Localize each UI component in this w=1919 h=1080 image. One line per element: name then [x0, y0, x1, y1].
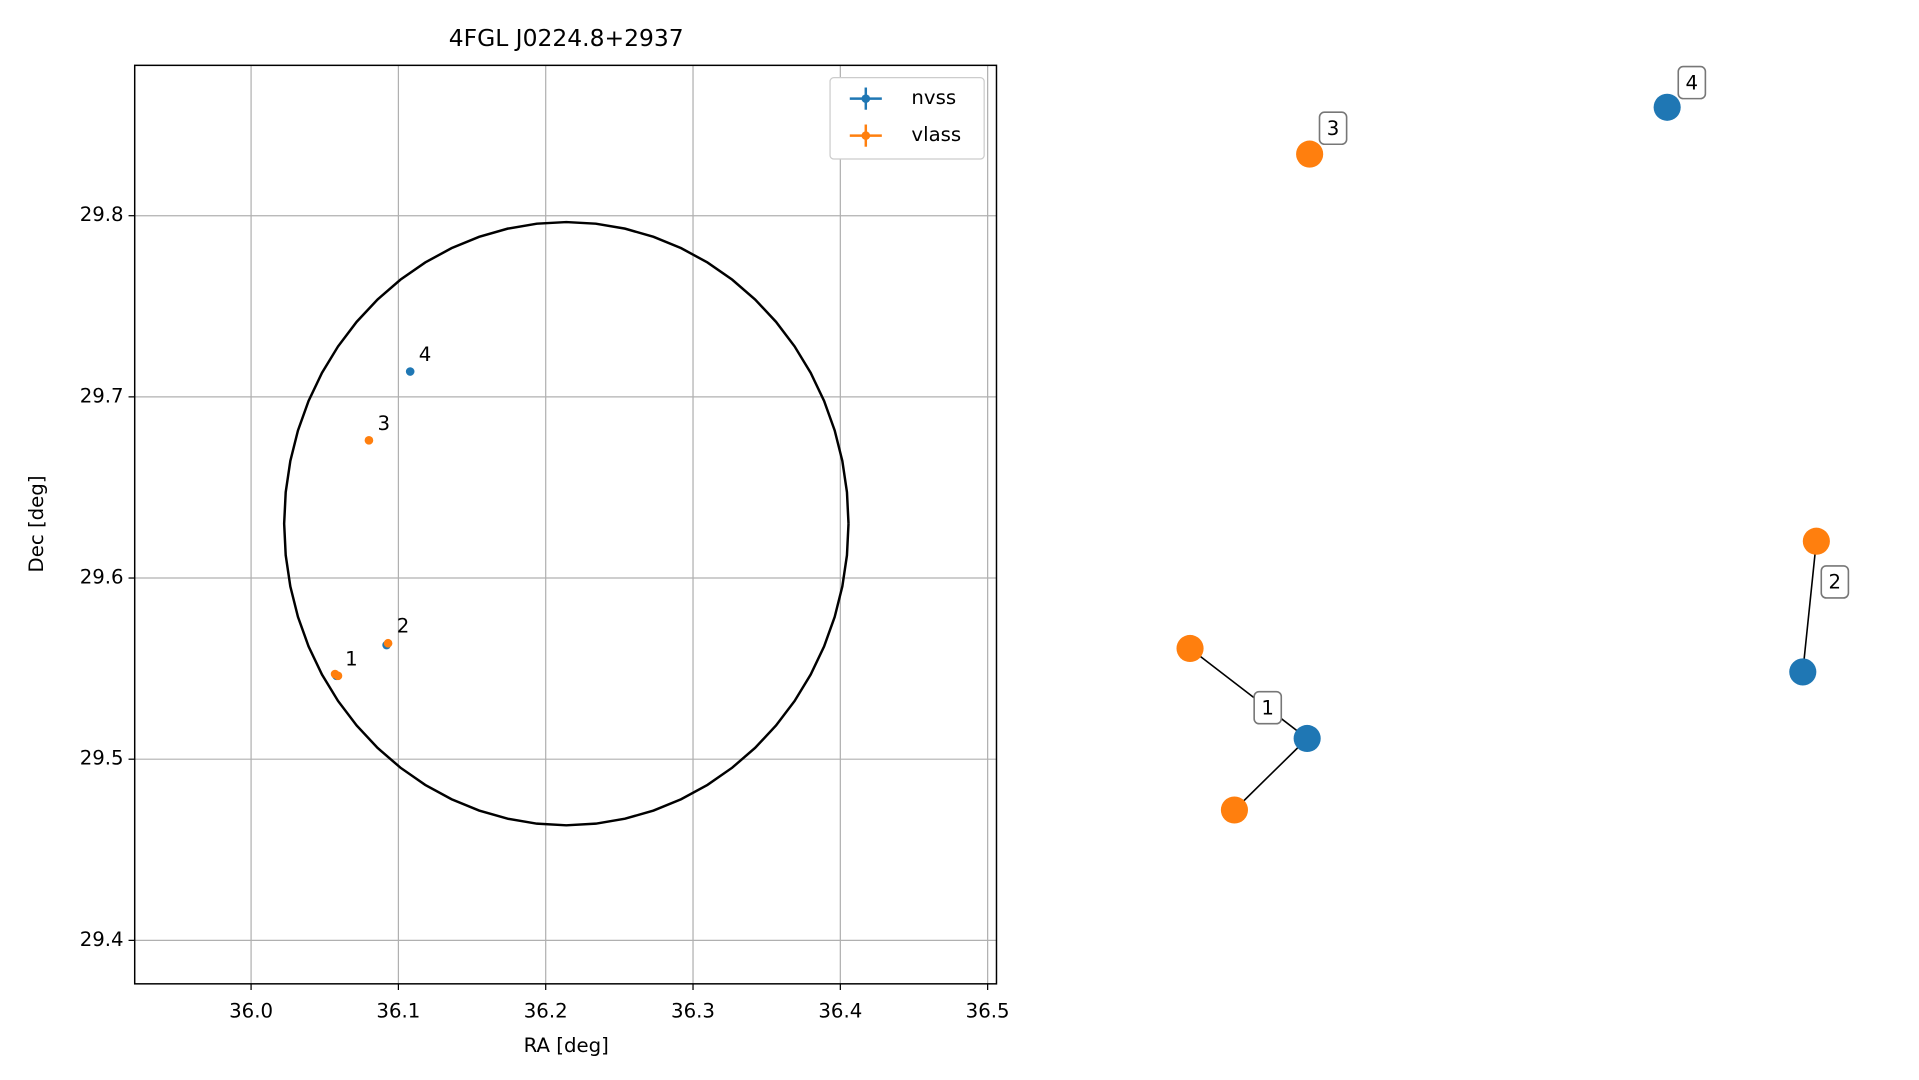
group-label: 3	[1327, 117, 1340, 140]
legend-box	[829, 77, 985, 160]
y-tick-label: 29.5	[80, 747, 124, 770]
y-tick-label: 29.7	[80, 384, 124, 407]
x-tick-label: 36.0	[229, 1000, 273, 1023]
label-box	[1318, 111, 1348, 146]
point-annotation: 3	[378, 412, 391, 435]
data-point	[383, 638, 393, 648]
y-tick-label: 29.8	[80, 203, 124, 226]
plot-frame	[133, 64, 998, 985]
y-tick-label: 29.4	[80, 928, 124, 951]
graph-node	[1296, 140, 1324, 168]
data-point	[333, 671, 343, 681]
legend-marker	[861, 94, 871, 103]
y-tick-label: 29.6	[80, 566, 124, 589]
graph-node	[1220, 796, 1248, 824]
graph-node	[1789, 658, 1817, 686]
x-tick-label: 36.3	[671, 1000, 715, 1023]
point-annotation: 1	[345, 647, 358, 670]
x-axis-label: RA [deg]	[524, 1034, 609, 1057]
graph-node	[1653, 93, 1681, 121]
x-tick-label: 36.2	[524, 1000, 568, 1023]
group-label: 4	[1686, 71, 1699, 94]
label-box	[1253, 690, 1283, 725]
error-circle	[282, 220, 850, 827]
legend-label: nvss	[911, 86, 956, 109]
label-box	[1677, 65, 1707, 100]
data-point	[364, 436, 374, 445]
chart-title: 4FGL J0224.8+2937	[449, 24, 684, 52]
group-label: 1	[1261, 696, 1274, 719]
x-tick-label: 36.1	[376, 1000, 420, 1023]
x-tick-label: 36.4	[818, 1000, 862, 1023]
point-annotation: 4	[419, 343, 432, 366]
graph-edge	[1189, 647, 1308, 740]
legend-label: vlass	[911, 123, 961, 146]
graph-node	[1293, 724, 1321, 753]
graph-node	[1176, 634, 1204, 663]
data-point	[405, 367, 415, 376]
label-box	[1820, 565, 1850, 599]
x-tick-label: 36.5	[966, 1000, 1010, 1023]
graph-edge	[1801, 541, 1818, 673]
graph-node	[1802, 527, 1830, 555]
graph-edge	[1233, 737, 1308, 811]
legend-marker	[861, 131, 871, 140]
y-axis-label: Dec [deg]	[25, 475, 48, 572]
point-annotation: 2	[397, 615, 410, 638]
group-label: 2	[1829, 571, 1842, 594]
